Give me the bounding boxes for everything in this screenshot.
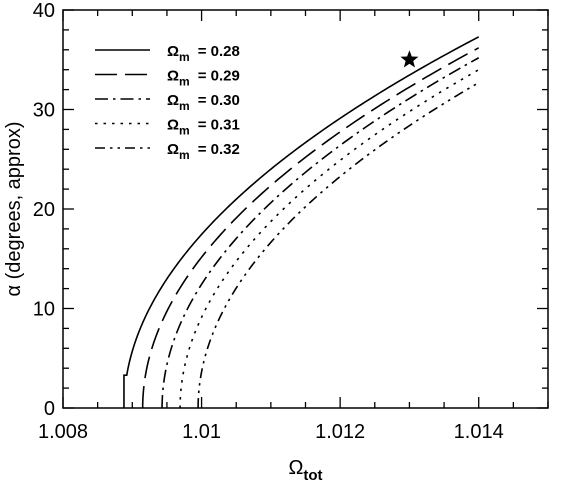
y-tick-label: 20 — [33, 199, 55, 221]
curves-group — [123, 36, 480, 408]
legend-entry: Ωm = 0.28 — [167, 43, 240, 64]
legend-symbol: Ω — [167, 68, 179, 85]
legend-subscript: m — [179, 75, 190, 89]
y-axis-label: α (degrees, approx) — [3, 122, 25, 297]
star-marker — [400, 50, 419, 68]
legend-value: = 0.29 — [198, 68, 240, 85]
legend-entry: Ωm = 0.31 — [167, 117, 240, 138]
series-line — [161, 57, 480, 408]
x-tick-label: 1.01 — [182, 421, 221, 443]
legend-value: = 0.30 — [198, 92, 240, 109]
x-axis-label-subscript: tot — [303, 467, 322, 484]
x-tick-label: 1.008 — [38, 421, 88, 443]
legend-value: = 0.31 — [198, 117, 240, 134]
x-axis-label-symbol: Ω — [288, 457, 303, 479]
y-tick-label: 10 — [33, 299, 55, 321]
y-tick-label: 40 — [33, 0, 55, 22]
y-tick-label: 30 — [33, 100, 55, 122]
series-line — [141, 47, 480, 408]
legend-subscript: m — [179, 50, 190, 64]
legend-entry: Ωm = 0.30 — [167, 92, 240, 113]
legend-symbol: Ω — [167, 43, 179, 60]
legend-symbol: Ω — [167, 141, 179, 158]
legend-symbol: Ω — [167, 117, 179, 134]
plot-frame — [62, 9, 549, 409]
x-axis-label: Ωtot — [288, 457, 322, 484]
y-tick-label: 0 — [44, 398, 55, 420]
legend-value: = 0.32 — [198, 141, 240, 158]
series-line — [197, 81, 480, 408]
legend: Ωm = 0.28 Ωm = 0.29 Ωm = 0.30 Ωm = 0.31 Ωm = 0.32 — [95, 43, 240, 162]
legend-value: = 0.28 — [198, 43, 240, 60]
x-tick-label: 1.014 — [454, 421, 504, 443]
legend-subscript: m — [179, 124, 190, 138]
series-line — [123, 36, 480, 408]
series-line — [179, 69, 480, 408]
legend-symbol: Ω — [167, 92, 179, 109]
x-tick-label: 1.012 — [315, 421, 365, 443]
legend-subscript: m — [179, 148, 190, 162]
legend-entry: Ωm = 0.32 — [167, 141, 240, 162]
legend-entry: Ωm = 0.29 — [167, 68, 240, 89]
legend-subscript: m — [179, 99, 190, 113]
